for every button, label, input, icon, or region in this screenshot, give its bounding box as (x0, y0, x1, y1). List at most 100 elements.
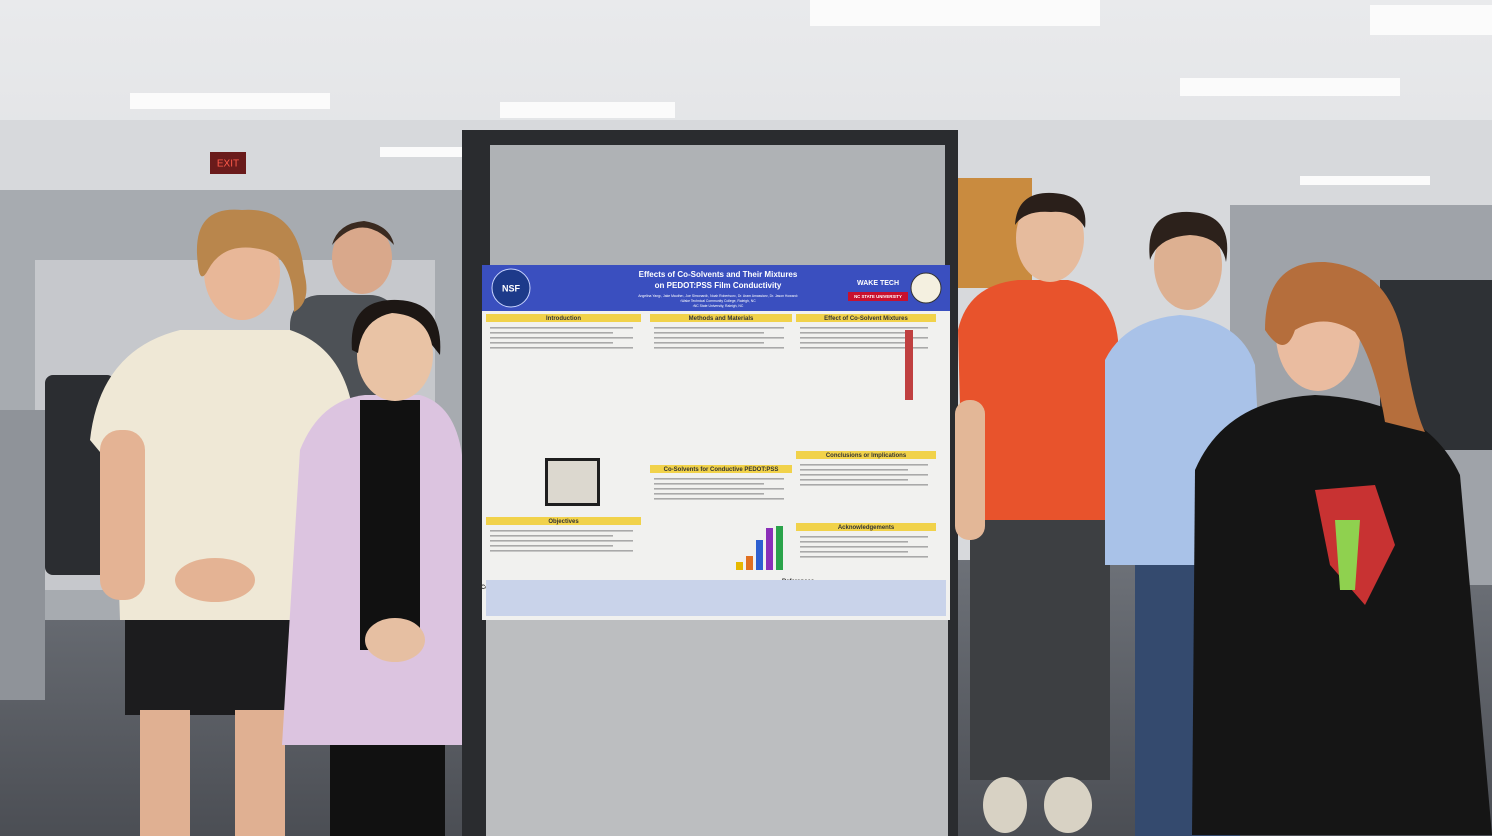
poster-title: on PEDOT:PSS Film Conductivity (655, 281, 782, 290)
hair (1015, 192, 1086, 228)
poster: NSF Effects of Co-Solvents and Their Mix… (481, 265, 950, 620)
text-line (654, 332, 764, 334)
bar-shape (736, 562, 743, 570)
head (1016, 194, 1084, 282)
nsf-text: NSF (502, 283, 521, 293)
section-header: Acknowledgements (838, 525, 895, 531)
leg (140, 710, 190, 836)
text-line (654, 347, 784, 349)
exit-sign (210, 152, 246, 174)
board-glass (490, 145, 945, 275)
text-line (490, 550, 633, 552)
text-line (800, 464, 928, 466)
text-line (654, 483, 764, 485)
top (360, 400, 420, 650)
bar-shape (756, 540, 763, 570)
light (1370, 5, 1492, 35)
text-line (800, 551, 908, 553)
section-header-bar (486, 314, 641, 322)
poster-sheet (482, 265, 950, 620)
text-line (490, 347, 633, 349)
section-header: Conclusions or Implications (826, 453, 907, 459)
hair (1265, 261, 1425, 432)
cubicle-edge (0, 410, 45, 700)
section-header: Introduction (546, 316, 581, 322)
hair (332, 221, 394, 245)
text-line (800, 479, 908, 481)
tshirt (90, 330, 355, 620)
text-line (654, 342, 764, 344)
section-header-bar (796, 314, 936, 322)
text-line (800, 474, 928, 476)
text-line (490, 337, 633, 339)
text-line (800, 337, 928, 339)
text-line (800, 342, 908, 344)
text-line (654, 337, 784, 339)
section-header-bar (796, 523, 936, 531)
leg (235, 710, 285, 836)
wake-tech-logo: WAKE TECH (857, 280, 899, 287)
poster-banner (482, 265, 950, 311)
hands (365, 618, 425, 662)
text-line (654, 327, 784, 329)
light (500, 102, 675, 118)
light (810, 0, 1100, 26)
section-header-bar (650, 314, 792, 322)
poster-title: Effects of Co-Solvents and Their Mixture… (639, 270, 798, 279)
shoe (1044, 777, 1092, 833)
light (130, 93, 330, 109)
seal (910, 272, 942, 304)
bar-shape (766, 528, 773, 570)
pants (970, 505, 1110, 780)
text-line (490, 535, 613, 537)
text-line (800, 541, 908, 543)
hair (196, 209, 307, 312)
text-line (800, 556, 928, 558)
section-header: Methods and Materials (689, 316, 754, 322)
text-line (800, 332, 908, 334)
section-header-bar (486, 517, 641, 525)
shoe (983, 777, 1027, 833)
film (548, 461, 597, 503)
poster-affiliation: ¹Wake Technical Community College, Ralei… (680, 299, 756, 303)
hair (351, 299, 441, 355)
person-black-hoodie (1192, 261, 1492, 835)
hands (175, 558, 255, 602)
head (357, 309, 433, 401)
light (1180, 78, 1400, 96)
text-line (490, 327, 633, 329)
section-header-bar (796, 451, 936, 459)
text-line (490, 342, 613, 344)
text-line (654, 478, 784, 480)
text-line (800, 536, 928, 538)
ncsu-bar (848, 292, 908, 301)
arm (100, 430, 145, 600)
person-red-shirt (955, 192, 1118, 833)
person-white-shirt (90, 209, 355, 836)
light (380, 147, 465, 157)
bar-shape (776, 526, 783, 570)
section-header: Co-Solvents for Conductive PEDOT:PSS (664, 467, 779, 473)
nsf-logo (491, 268, 531, 308)
ncsu-logo: NC STATE UNIVERSITY (854, 294, 902, 299)
poster-affiliation: ²NC State University, Raleigh, NC (693, 304, 744, 308)
text-line (490, 530, 633, 532)
colorbar (905, 330, 913, 400)
text-line (490, 332, 613, 334)
hoodie-print (1335, 520, 1360, 590)
poster-footer (486, 580, 946, 616)
light (1300, 176, 1430, 185)
poster-authors: Angelina Yang¹, Jake Mauthe¹, Joe Simona… (638, 294, 798, 298)
text-line (654, 488, 784, 490)
section-header: Objectives (548, 519, 579, 525)
poster-bars (736, 526, 783, 570)
section-header-bar (650, 465, 792, 473)
exit-text: EXIT (217, 159, 239, 170)
head (1154, 220, 1222, 310)
text-line (490, 540, 633, 542)
text-line (800, 469, 908, 471)
text-line (800, 347, 928, 349)
